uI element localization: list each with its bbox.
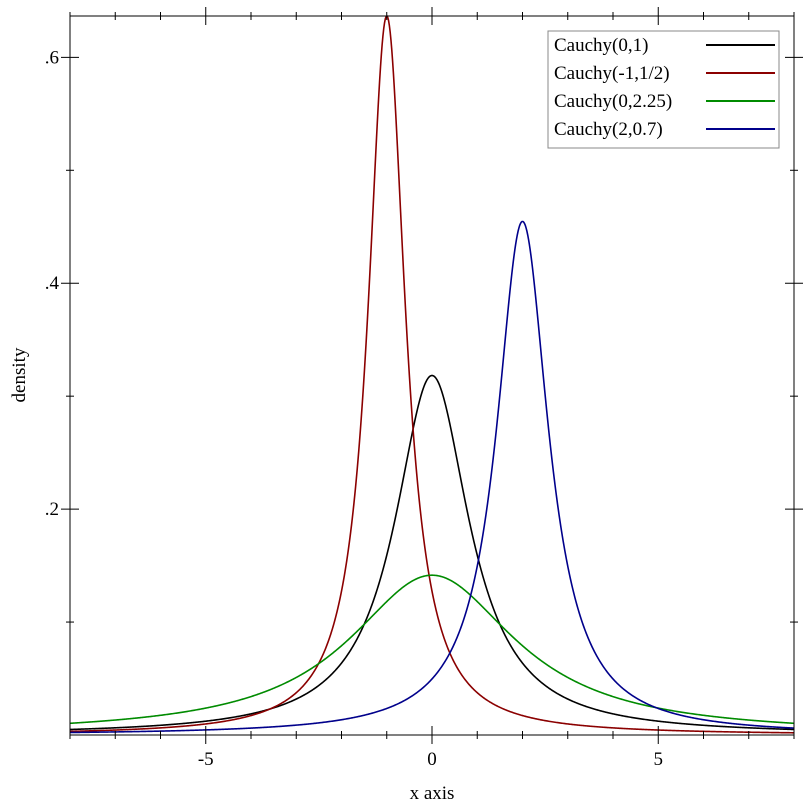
x-tick-label: -5 (198, 749, 214, 770)
legend-label: Cauchy(-1,1/2) (554, 63, 670, 84)
series-layer (69, 14, 795, 734)
legend-label: Cauchy(0,2.25) (554, 91, 672, 112)
legend-entries: Cauchy(0,1) Cauchy(-1,1/2) Cauchy(0,2.25) C… (554, 35, 775, 140)
legend-label: Cauchy(0,1) (554, 35, 648, 56)
legend: Cauchy(0,1) Cauchy(-1,1/2) Cauchy(0,2.25) C… (547, 30, 780, 149)
x-tick-label: 0 (427, 749, 437, 770)
series-line-4 (69, 220, 795, 734)
legend-entry: Cauchy(2,0.7) (554, 119, 775, 140)
y-tick-label: .2 (45, 499, 59, 520)
y-tick-label: .4 (45, 273, 60, 294)
plot-frame (69, 15, 795, 736)
legend-entry: Cauchy(0,1) (554, 35, 775, 56)
series-line-2 (69, 14, 795, 734)
legend-label: Cauchy(2,0.7) (554, 119, 663, 140)
y-tick-label: .6 (45, 47, 59, 68)
series-line-3 (69, 574, 795, 725)
legend-entry: Cauchy(0,2.25) (554, 91, 775, 112)
y-axis-label: density (9, 347, 30, 402)
x-tick-label: 5 (654, 749, 664, 770)
legend-entry: Cauchy(-1,1/2) (554, 63, 775, 84)
x-axis-label: x axis (410, 783, 455, 804)
tick-labels-layer: -5 0 5 .2 .4 .6 (45, 47, 663, 770)
series-line-1 (69, 374, 795, 731)
